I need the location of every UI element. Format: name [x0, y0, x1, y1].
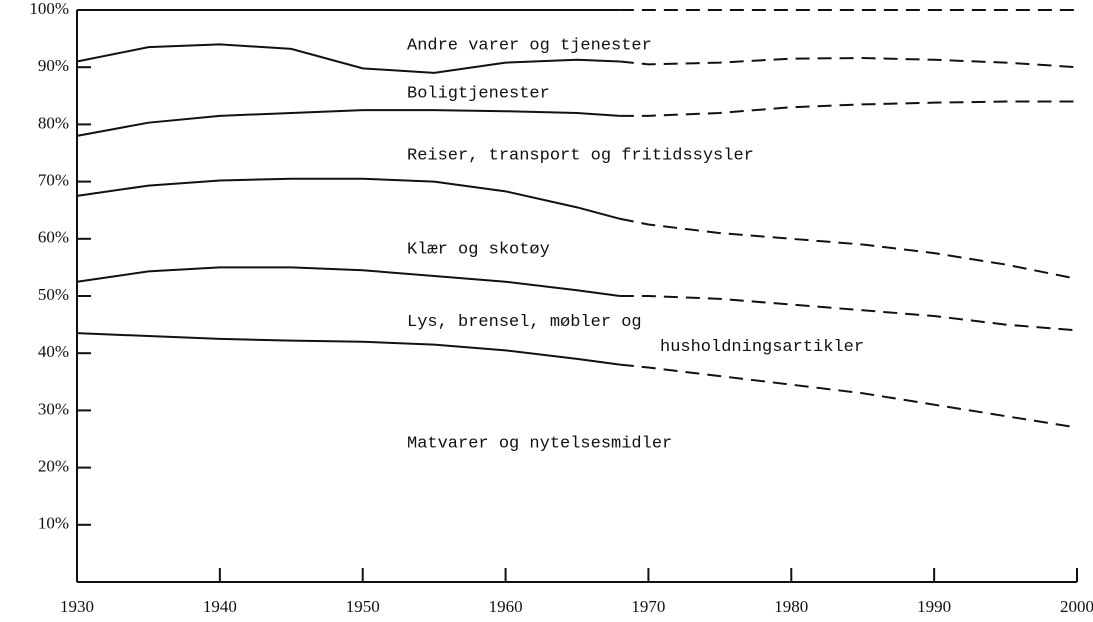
projection-line [619, 295, 1078, 332]
series-label: Andre varer og tjenester [407, 36, 652, 55]
x-tick-label: 2000 [1060, 597, 1093, 616]
x-tick-label: 1940 [203, 597, 237, 616]
y-tick-label: 70% [38, 171, 69, 190]
y-tick-label: 100% [29, 0, 69, 18]
boundary-line [76, 177, 621, 220]
boundary-line [76, 332, 620, 366]
y-tick-label: 30% [38, 399, 69, 418]
projection-line [619, 217, 1078, 280]
y-tick-label: 20% [38, 457, 69, 476]
y-tick-label: 40% [38, 342, 69, 361]
boundary-line [76, 43, 620, 74]
x-tick-label: 1950 [346, 597, 380, 616]
series-label: Klær og skotøy [407, 240, 550, 259]
series-label: Boligtjenester [407, 84, 550, 103]
projection-line [619, 363, 1078, 429]
series-label: Lys, brensel, møbler oghusholdningsartik… [407, 313, 864, 357]
y-tick-label: 10% [38, 514, 69, 533]
y-tick-label: 50% [38, 285, 69, 304]
x-tick-label: 1970 [631, 597, 665, 616]
series-label: Reiser, transport og fritidssysler [407, 146, 754, 165]
y-tick-label: 90% [38, 56, 69, 75]
y-tick-label: 60% [38, 228, 69, 247]
boundary-line [76, 266, 620, 297]
projection-line [619, 100, 1077, 117]
x-tick-label: 1960 [489, 597, 523, 616]
x-tick-label: 1930 [60, 597, 94, 616]
x-tick-label: 1980 [774, 597, 808, 616]
y-tick-label: 80% [38, 113, 69, 132]
series-label: Matvarer og nytelsesmidler [407, 434, 672, 453]
boundary-line [76, 109, 620, 137]
projection-line [619, 57, 1078, 69]
x-tick-label: 1990 [917, 597, 951, 616]
